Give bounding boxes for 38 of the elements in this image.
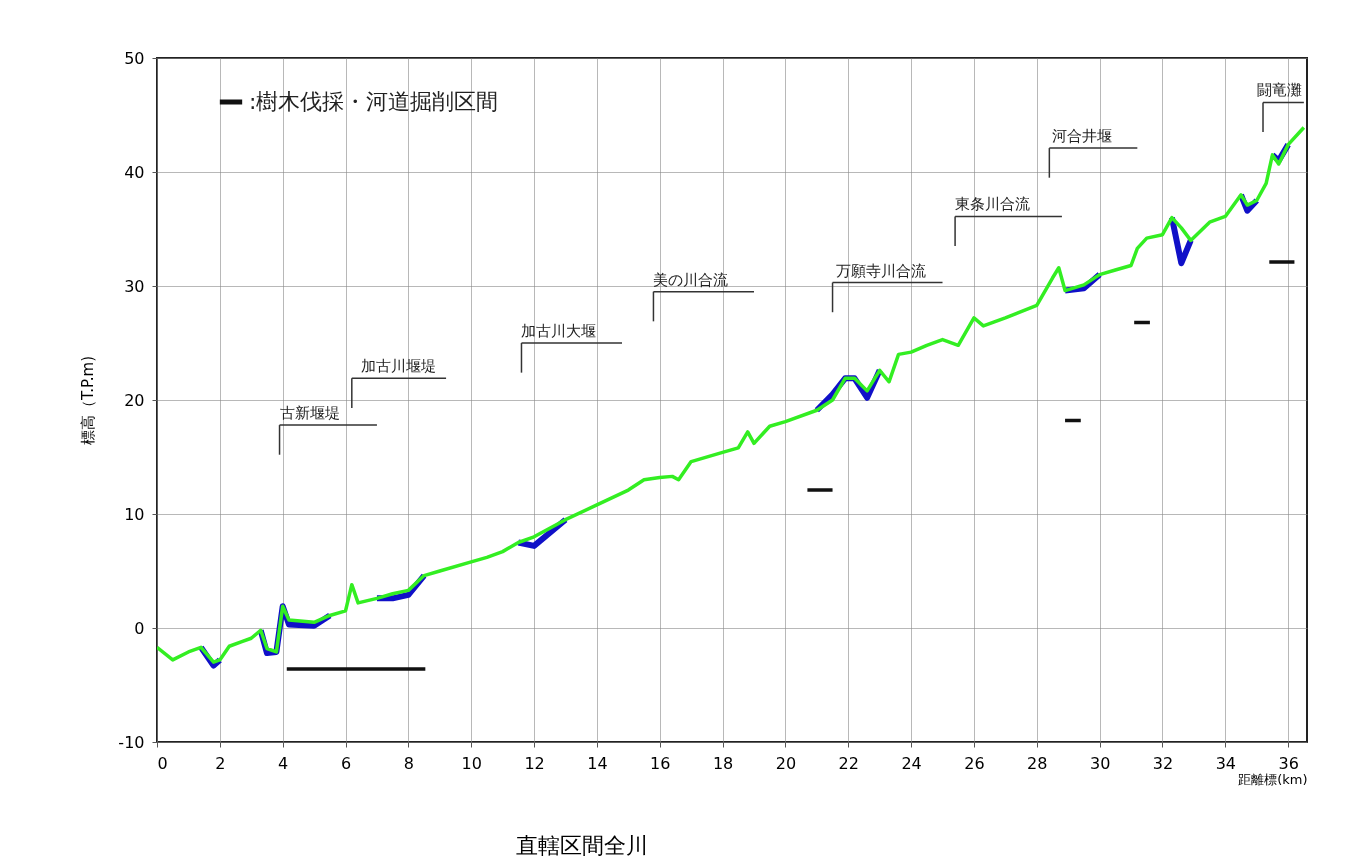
y-tick-label: 40	[124, 162, 145, 182]
x-tick-label: 24	[901, 753, 922, 773]
x-tick-label: 30	[1089, 753, 1111, 773]
y-tick-label: 20	[124, 390, 145, 410]
x-tick-label: 18	[712, 753, 734, 773]
annotation: 河合井堰	[1052, 127, 1113, 146]
x-tick-label: 26	[964, 753, 985, 773]
x-tick-label: 12	[524, 753, 545, 773]
y-tick-label: 30	[124, 276, 145, 296]
x-tick-label: 6	[340, 753, 352, 773]
x-tick-label: 22	[838, 753, 859, 773]
x-tick-label: 10	[461, 753, 482, 773]
y-axis-title: 標高（T.P.m)	[79, 355, 98, 446]
annotation: 加古川堰堤	[361, 357, 437, 376]
x-tick-label: 32	[1152, 753, 1174, 773]
annotation: 万願寺川合流	[835, 261, 926, 280]
x-tick-label: 0	[157, 753, 168, 773]
y-tick-label: 0	[134, 618, 145, 638]
x-tick-label: 20	[775, 753, 797, 773]
annotation: 古新堰堤	[279, 404, 340, 423]
x-tick-label: 8	[403, 753, 414, 773]
x-tick-label: 2	[215, 753, 226, 773]
annotation: 東条川合流	[955, 195, 1031, 214]
annotation: 闘竜灘	[1256, 81, 1302, 100]
x-tick-label: 16	[650, 753, 671, 773]
x-tick-label: 28	[1027, 753, 1048, 773]
annotation: 美の川合流	[653, 270, 729, 289]
text: 直轄区間全川	[516, 833, 648, 858]
x-tick-label: 4	[278, 753, 289, 773]
x-tick-label: 34	[1215, 753, 1236, 773]
y-tick-label: -10	[118, 732, 145, 752]
x-tick-label: 36	[1278, 753, 1299, 773]
x-tick-label: 14	[587, 753, 608, 773]
y-tick-label: 50	[124, 48, 145, 68]
annotation: 加古川大堰	[521, 322, 597, 340]
x-axis-title: 距離標(km)	[1238, 771, 1308, 787]
legend-label: :樹木伐採・河道掘削区間	[249, 89, 499, 114]
y-tick-label: 10	[124, 504, 145, 524]
